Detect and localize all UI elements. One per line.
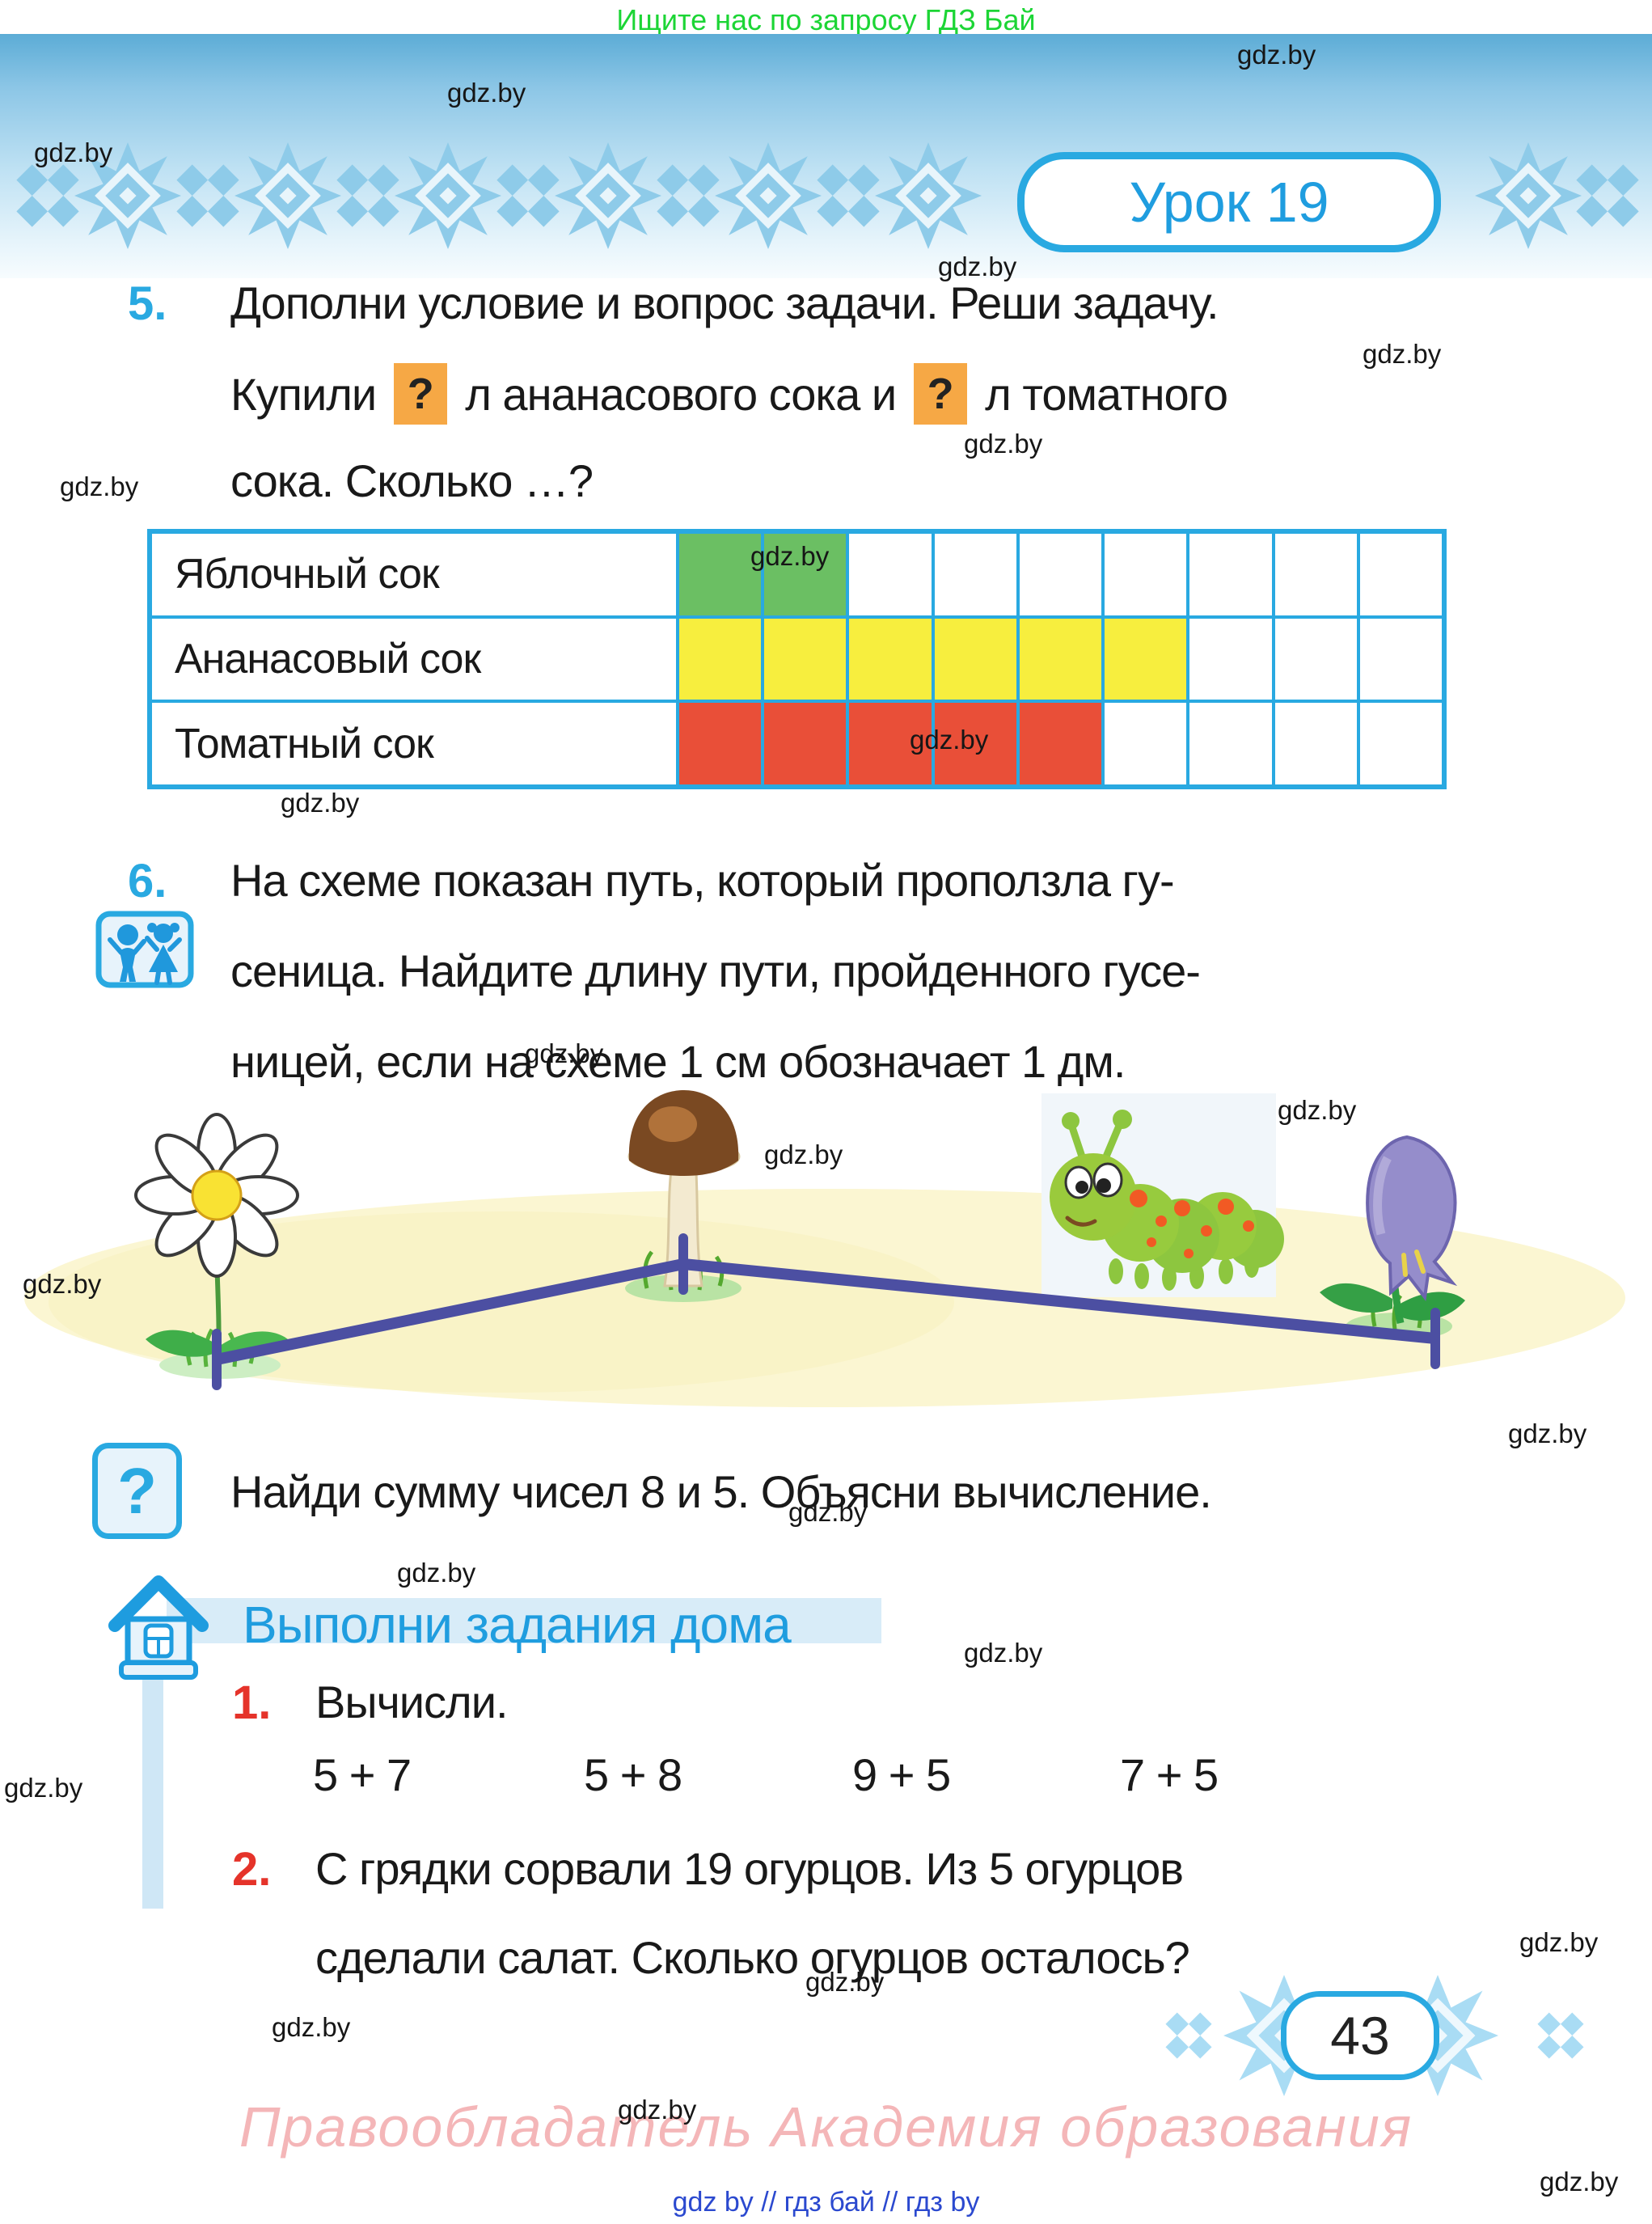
task5-line2-before: Купили xyxy=(230,368,377,420)
juice-cell-empty xyxy=(1189,703,1272,784)
juice-cell-empty xyxy=(1274,618,1357,700)
juice-cell-filled xyxy=(764,703,847,784)
task5-line2: Купили ? л ананасового сока и ? л томатн… xyxy=(230,362,1228,425)
task5-line2-mid: л ананасового сока и xyxy=(465,368,897,420)
gdz-watermark: gdz.by xyxy=(764,1139,843,1169)
task6-line3: ницей, если на схеме 1 см обозначает 1 д… xyxy=(230,1036,1126,1087)
juice-cell-filled xyxy=(934,618,1016,700)
gdz-watermark: gdz.by xyxy=(525,1038,604,1068)
gdz-watermark: gdz.by xyxy=(910,725,989,755)
juice-row-label: Томатный сок xyxy=(152,703,676,784)
juice-row-label: Ананасовый сок xyxy=(152,618,676,700)
gdz-watermark: gdz.by xyxy=(1519,1927,1599,1957)
hw-task2-line2: сделали салат. Сколько огурцов осталось? xyxy=(315,1932,1190,1983)
juice-cell-empty xyxy=(1359,534,1442,615)
juice-cell-filled xyxy=(764,618,847,700)
juice-cell-filled xyxy=(934,703,1016,784)
gdz-watermark: gdz.by xyxy=(1237,40,1316,70)
copyright-text: Правообладатель Академия образования xyxy=(239,2095,1413,2158)
juice-cell-empty xyxy=(934,534,1016,615)
juice-cell-filled xyxy=(764,534,847,615)
juice-row-label: Яблочный сок xyxy=(152,534,676,615)
juice-cell-empty xyxy=(1359,618,1442,700)
juice-cell-empty xyxy=(849,534,932,615)
expression: 7 + 5 xyxy=(1120,1749,1219,1800)
juice-cell-filled xyxy=(679,534,762,615)
expression: 9 + 5 xyxy=(852,1749,951,1800)
juice-cell-empty xyxy=(1105,534,1187,615)
hw-task2-line1: С грядки сорвали 19 огурцов. Из 5 огурцо… xyxy=(315,1843,1184,1894)
gdz-watermark: gdz.by xyxy=(1363,339,1442,369)
gdz-watermark: gdz.by xyxy=(34,137,113,167)
task5-line2-after: л томатного xyxy=(985,368,1228,420)
pair-work-icon xyxy=(95,911,194,988)
gdz-watermark: gdz.by xyxy=(964,1638,1043,1668)
juice-cell-filled xyxy=(679,703,762,784)
gdz-watermark: gdz.by xyxy=(4,1773,83,1803)
gdz-watermark: gdz.by xyxy=(938,252,1017,281)
bellflower xyxy=(1320,1135,1465,1340)
gdz-watermark: gdz.by xyxy=(272,2012,351,2042)
lesson-badge: Урок 19 xyxy=(1017,152,1441,252)
task6-line2: сеница. Найдите длину пути, пройденного … xyxy=(230,945,1201,996)
caterpillar xyxy=(1041,1093,1284,1297)
hw-task1-label: Вычисли. xyxy=(315,1676,509,1727)
homework-title: Выполни задания дома xyxy=(243,1596,792,1654)
juice-cell-filled xyxy=(679,618,762,700)
juice-cell-empty xyxy=(1105,703,1187,784)
footer-links: gdz by // гдз бай // гдз by xyxy=(672,2187,980,2218)
caterpillar-path-line xyxy=(212,1233,1440,1390)
juice-cell-empty xyxy=(1019,534,1102,615)
unknown-quantity-box: ? xyxy=(914,363,968,425)
task5-line1: Дополни условие и вопрос задачи. Реши за… xyxy=(230,277,1219,328)
question-text: Найди сумму чисел 8 и 5. Объясни вычисле… xyxy=(230,1466,1212,1517)
gdz-watermark: gdz.by xyxy=(805,1967,885,1997)
juice-cell-empty xyxy=(1274,534,1357,615)
juice-cell-empty xyxy=(1189,618,1272,700)
gdz-watermark: gdz.by xyxy=(618,2095,697,2125)
juice-cell-filled xyxy=(849,703,932,784)
juice-cell-filled xyxy=(1019,618,1102,700)
expression: 5 + 8 xyxy=(584,1749,682,1800)
juice-table: Яблочный сок Ананасовый сок Томатный сок xyxy=(147,529,1447,789)
hw-task2-number: 2. xyxy=(232,1843,272,1896)
gdz-watermark: gdz.by xyxy=(964,429,1043,459)
gdz-watermark: gdz.by xyxy=(1278,1095,1357,1125)
top-banner-text: Ищите нас по запросу ГДЗ Бай xyxy=(616,3,1036,36)
gdz-watermark: gdz.by xyxy=(788,1497,868,1527)
gdz-watermark: gdz.by xyxy=(1540,2167,1619,2197)
hw-task1-number: 1. xyxy=(232,1676,272,1729)
caterpillar-path-illustration xyxy=(24,1090,1625,1407)
gdz-watermark: gdz.by xyxy=(750,541,830,571)
homework-post xyxy=(142,1676,163,1909)
gdz-watermark: gdz.by xyxy=(60,471,139,501)
gdz-watermark: gdz.by xyxy=(1508,1419,1587,1448)
question-mark-icon: ? xyxy=(92,1443,182,1539)
juice-cell-filled xyxy=(1105,618,1187,700)
gdz-watermark: gdz.by xyxy=(23,1269,102,1299)
juice-cell-filled xyxy=(1019,703,1102,784)
gdz-watermark: gdz.by xyxy=(447,78,526,108)
gdz-watermark: gdz.by xyxy=(281,788,360,818)
gdz-watermark: gdz.by xyxy=(397,1558,476,1588)
juice-cell-empty xyxy=(1274,703,1357,784)
unknown-quantity-box: ? xyxy=(394,363,448,425)
juice-cell-empty xyxy=(1359,703,1442,784)
task6-number: 6. xyxy=(128,855,167,907)
mushroom xyxy=(625,1090,741,1302)
task5-line3: сока. Сколько …? xyxy=(230,455,594,506)
juice-cell-filled xyxy=(849,618,932,700)
house-icon xyxy=(108,1575,209,1680)
task5-number: 5. xyxy=(128,277,167,330)
homework-band xyxy=(167,1598,881,1643)
juice-cell-empty xyxy=(1189,534,1272,615)
expression: 5 + 7 xyxy=(313,1749,412,1800)
task6-line1: На схеме показан путь, который проползла… xyxy=(230,855,1175,906)
page-number-badge: 43 xyxy=(1281,1991,1439,2080)
